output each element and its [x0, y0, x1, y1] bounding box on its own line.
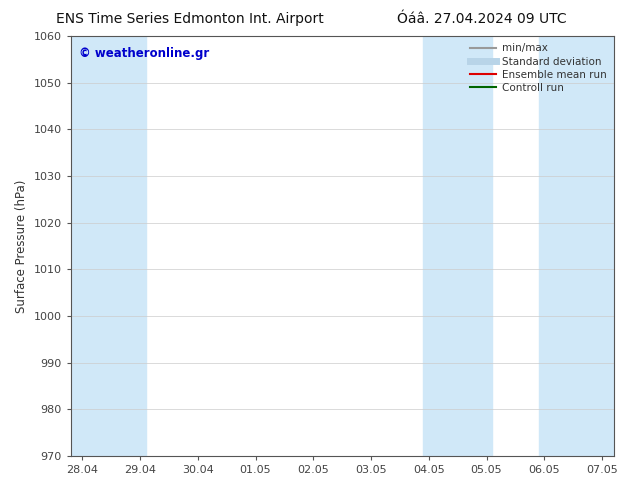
Text: ENS Time Series Edmonton Int. Airport: ENS Time Series Edmonton Int. Airport — [56, 12, 324, 26]
Bar — [71, 36, 146, 456]
Bar — [423, 36, 492, 456]
Text: Óáâ. 27.04.2024 09 UTC: Óáâ. 27.04.2024 09 UTC — [397, 12, 567, 26]
Bar — [538, 36, 614, 456]
Legend: min/max, Standard deviation, Ensemble mean run, Controll run: min/max, Standard deviation, Ensemble me… — [468, 41, 609, 95]
Text: © weatheronline.gr: © weatheronline.gr — [79, 47, 209, 60]
Y-axis label: Surface Pressure (hPa): Surface Pressure (hPa) — [15, 179, 28, 313]
